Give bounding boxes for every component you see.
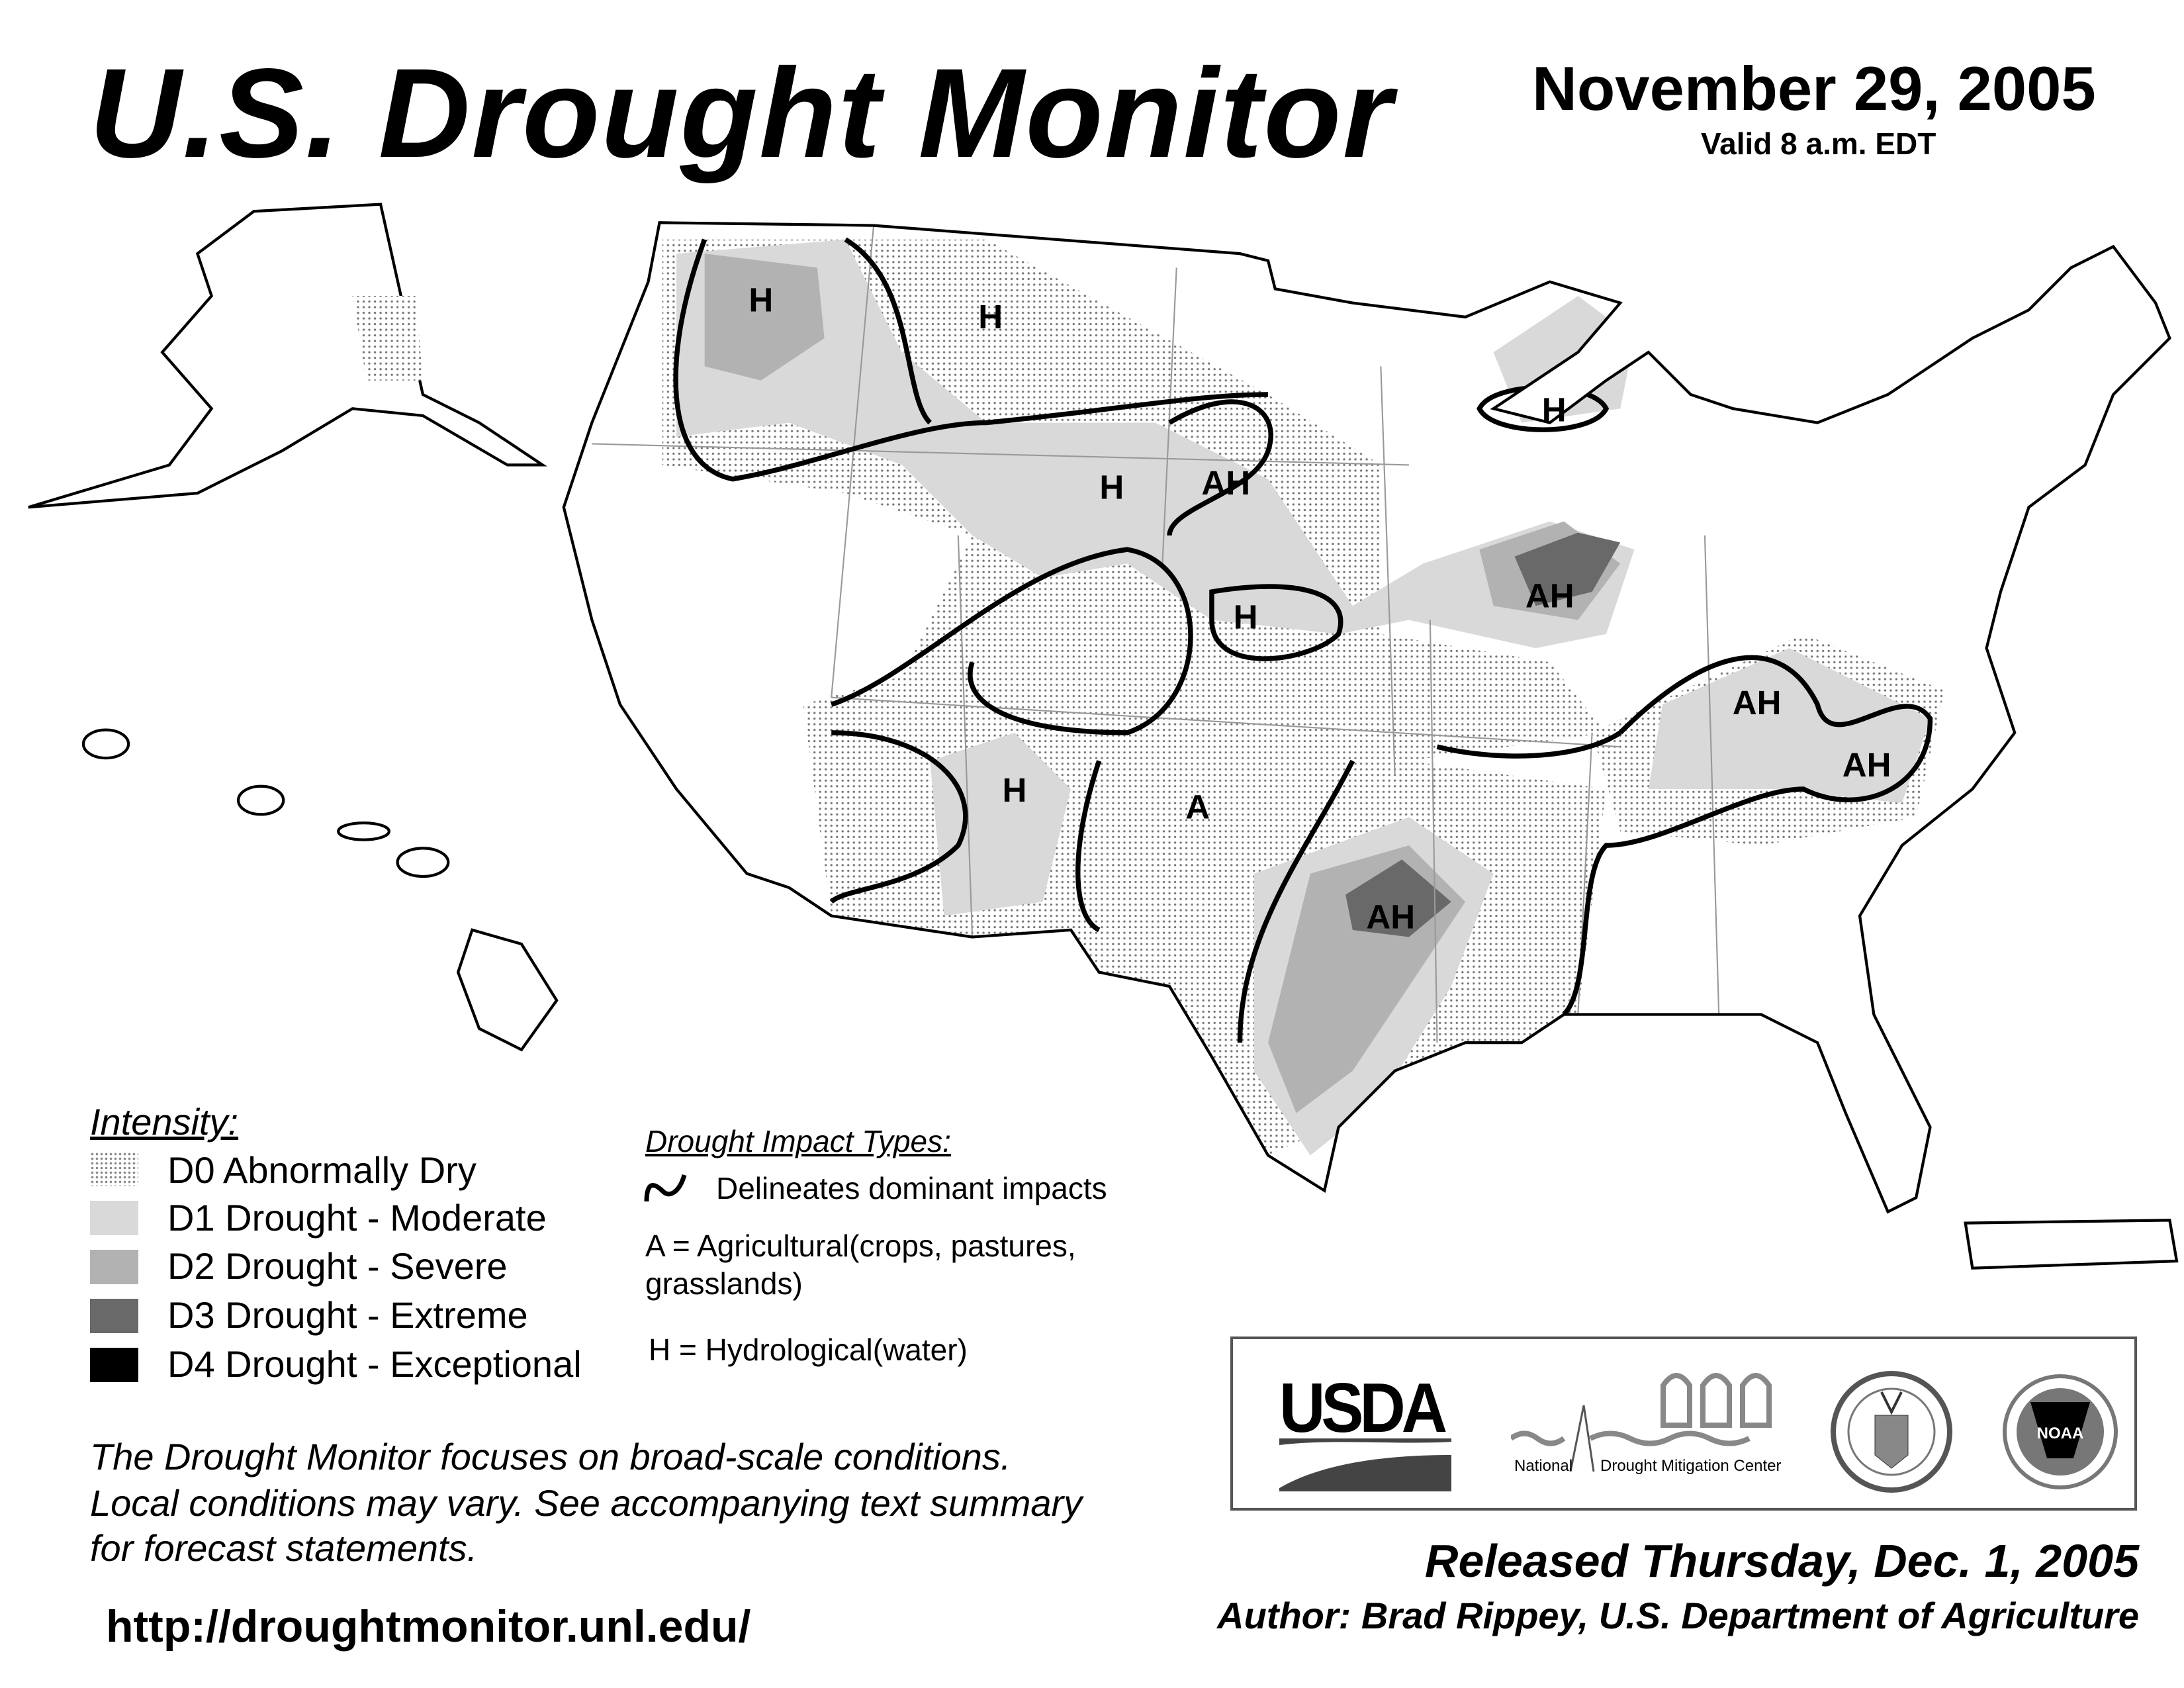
valid-time: Valid 8 a.m. EDT — [1701, 126, 1936, 161]
noaa-seal-icon: NOAA — [2003, 1374, 2118, 1489]
d1-area — [930, 732, 1071, 916]
swatch-d2 — [90, 1250, 138, 1284]
usda-logo: USDA — [1279, 1369, 1447, 1448]
ndmc-text-left: National — [1514, 1457, 1573, 1475]
d1-area — [1648, 648, 1931, 804]
impact-labels: H H H H AH H AH AH AH H A AH — [749, 281, 1891, 935]
conus — [564, 222, 2170, 1211]
website-link[interactable]: http://droughtmonitor.unl.edu/ — [106, 1601, 751, 1652]
swatch-d3 — [90, 1299, 138, 1333]
note-line: Local conditions may vary. See accompany… — [90, 1482, 1083, 1524]
legend-d4: D4 Drought - Exceptional — [167, 1343, 582, 1385]
impact-line-icon — [644, 1174, 687, 1202]
note-line: for forecast statements. — [90, 1527, 478, 1569]
map-date: November 29, 2005 — [1532, 54, 2096, 123]
impact-label: H — [1234, 598, 1258, 635]
hawaii — [81, 728, 559, 1052]
d3-area — [1345, 859, 1451, 937]
commerce-seal-icon — [1831, 1371, 1952, 1493]
d1-area — [676, 239, 1635, 649]
impact-title: Drought Impact Types: — [645, 1124, 951, 1158]
noaa-text: NOAA — [2037, 1425, 2084, 1442]
ndmc-text-right: Drought Mitigation Center — [1600, 1457, 1782, 1475]
impact-label: AH — [1843, 746, 1891, 784]
legend-d2: D2 Drought - Severe — [167, 1245, 508, 1287]
legend-d3: D3 Drought - Extreme — [167, 1294, 528, 1336]
impact-label: AH — [1733, 684, 1782, 722]
impact-label: AH — [1525, 577, 1574, 614]
impact-label: H — [749, 281, 773, 318]
legend-d0: D0 Abnormally Dry — [167, 1149, 477, 1191]
ndmc-logo-graphic — [1511, 1373, 1772, 1472]
impact-label: H — [1002, 771, 1026, 809]
legend-title: Intensity: — [90, 1101, 239, 1143]
usda-logo-graphic — [1279, 1438, 1451, 1491]
impact-label: H — [1099, 469, 1124, 506]
legend-d1: D1 Drought - Moderate — [167, 1197, 547, 1239]
impact-a-cont: grasslands) — [645, 1266, 803, 1301]
impact-lines — [673, 237, 1933, 1043]
impact-h: H = Hydrological(water) — [649, 1333, 968, 1367]
d2-area — [704, 254, 825, 381]
alaska — [28, 203, 547, 509]
impact-label: H — [1542, 391, 1567, 428]
author: Author: Brad Rippey, U.S. Department of … — [1217, 1595, 2139, 1636]
swatch-d0 — [90, 1152, 138, 1186]
swatch-d1 — [90, 1201, 138, 1235]
impact-label: A — [1185, 788, 1210, 826]
release-date: Released Thursday, Dec. 1, 2005 — [1424, 1535, 2139, 1587]
impact-label: H — [978, 298, 1003, 336]
impact-line-label: Delineates dominant impacts — [716, 1171, 1107, 1205]
impact-label: AH — [1201, 464, 1250, 502]
impact-a: A = Agricultural(crops, pastures, — [645, 1229, 1076, 1263]
logo-box: USDA National Drought Mitigation Center … — [1230, 1336, 2137, 1511]
note-line: The Drought Monitor focuses on broad-sca… — [90, 1436, 1011, 1477]
puerto-rico — [1964, 1219, 2179, 1270]
swatch-d4 — [90, 1348, 138, 1382]
d3-area — [1514, 532, 1621, 606]
page-title: U.S. Drought Monitor — [89, 42, 1394, 184]
impact-label: AH — [1366, 898, 1415, 936]
